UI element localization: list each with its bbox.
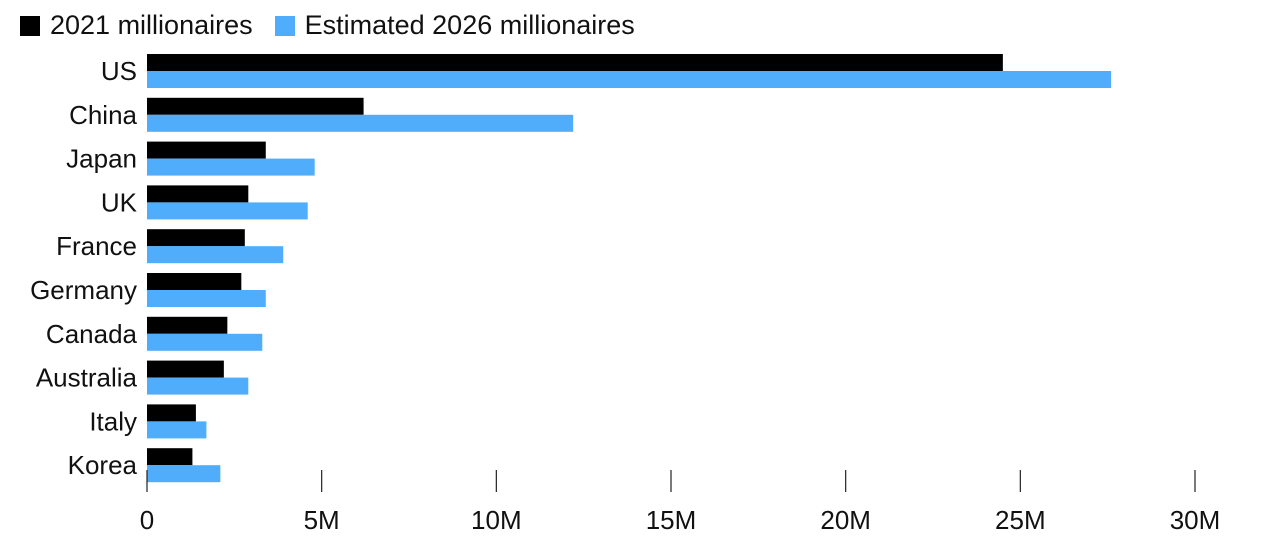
category-label-canada: Canada bbox=[46, 319, 138, 349]
bar-france-2026 bbox=[147, 246, 284, 264]
legend: 2021 millionaires Estimated 2026 million… bbox=[20, 10, 635, 41]
x-tick-label-0: 0 bbox=[140, 505, 154, 535]
legend-label-2026: Estimated 2026 millionaires bbox=[304, 10, 635, 40]
bar-germany-2021 bbox=[147, 273, 242, 290]
bar-germany-2026 bbox=[147, 290, 266, 307]
x-tick-label-20: 20M bbox=[820, 505, 871, 535]
bar-canada-2026 bbox=[147, 333, 263, 351]
bar-australia-2021 bbox=[147, 360, 224, 378]
bar-canada-2021 bbox=[147, 316, 228, 334]
bar-japan-2021 bbox=[147, 141, 266, 159]
bar-italy-2026 bbox=[147, 421, 207, 439]
bar-france-2021 bbox=[147, 229, 245, 247]
x-tick-label-5: 5M bbox=[304, 505, 340, 535]
category-label-us: US bbox=[101, 56, 137, 86]
bar-italy-2021 bbox=[147, 404, 196, 422]
category-label-korea: Korea bbox=[68, 450, 138, 480]
legend-item-2021: 2021 millionaires bbox=[20, 10, 253, 41]
legend-swatch-2021 bbox=[20, 15, 40, 36]
category-label-italy: Italy bbox=[89, 406, 137, 436]
bar-us-2026 bbox=[147, 71, 1112, 88]
legend-label-2021: 2021 millionaires bbox=[50, 10, 253, 40]
category-label-uk: UK bbox=[101, 187, 138, 217]
bar-japan-2026 bbox=[147, 158, 315, 176]
bar-china-2021 bbox=[147, 97, 364, 115]
category-label-germany: Germany bbox=[30, 275, 137, 305]
x-tick-label-10: 10M bbox=[471, 505, 522, 535]
category-label-china: China bbox=[69, 100, 137, 130]
legend-swatch-2026 bbox=[274, 15, 295, 36]
legend-item-2026: Estimated 2026 millionaires bbox=[274, 10, 635, 41]
category-label-france: France bbox=[56, 231, 137, 261]
bar-korea-2026 bbox=[147, 465, 221, 483]
bar-australia-2026 bbox=[147, 377, 249, 395]
category-label-australia: Australia bbox=[36, 363, 138, 393]
bar-uk-2026 bbox=[147, 202, 308, 220]
x-tick-label-30: 30M bbox=[1170, 505, 1221, 535]
bar-korea-2021 bbox=[147, 448, 193, 466]
bar-uk-2021 bbox=[147, 185, 249, 203]
x-tick-label-25: 25M bbox=[995, 505, 1046, 535]
bar-china-2026 bbox=[147, 114, 574, 132]
x-tick-label-15: 15M bbox=[646, 505, 697, 535]
bar-us-2021 bbox=[147, 54, 1003, 71]
category-label-japan: Japan bbox=[66, 144, 137, 174]
